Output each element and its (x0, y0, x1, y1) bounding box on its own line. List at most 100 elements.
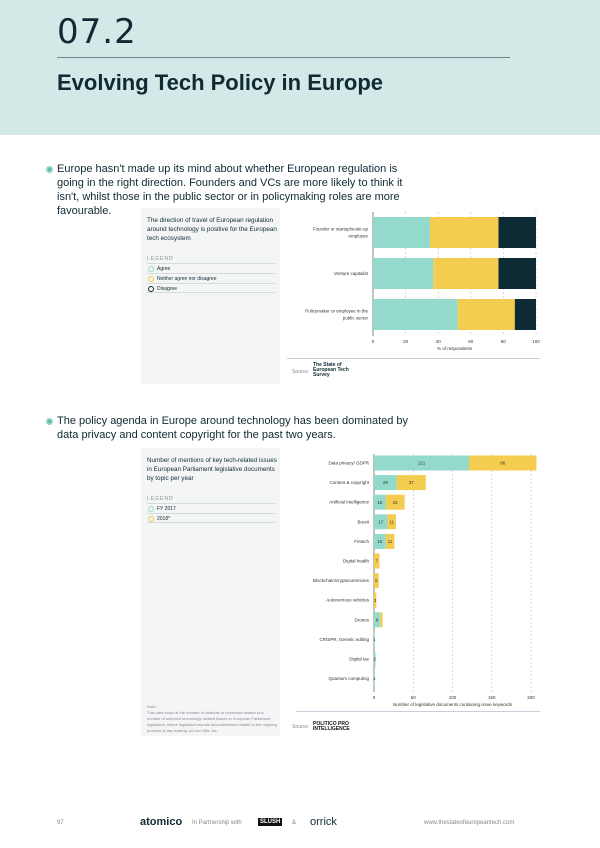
bar-segment (374, 612, 381, 628)
bar-segment (374, 651, 376, 667)
x-tick-label: 200 (527, 695, 535, 700)
divider (287, 358, 540, 359)
divider (296, 711, 540, 712)
legend-item-neutral: Neither agree nor disagree (147, 273, 275, 283)
bar-segment (374, 455, 469, 471)
bullet-icon (46, 166, 53, 173)
category-label: Content & copyright (329, 480, 369, 485)
bar-segment (374, 533, 386, 549)
data-label: 3 (374, 598, 377, 603)
category-label: Data privacy/ GDPR (328, 461, 369, 466)
source-logo: The State of European Tech Survey (313, 362, 349, 378)
x-tick-label: 40 (436, 339, 442, 344)
bar-segment (457, 299, 515, 330)
bar-segment (374, 573, 379, 589)
bar-segment (373, 258, 434, 289)
divider (57, 57, 510, 58)
x-tick-label: 80 (501, 339, 507, 344)
legend-dot-icon (148, 286, 154, 292)
category-label: Brexit (357, 519, 369, 524)
data-label: 86 (500, 461, 506, 466)
category-label: CRISPR, Genetic editing (319, 637, 369, 642)
legend-dot-icon (148, 516, 154, 522)
category-label: employee (348, 234, 368, 239)
orrick-logo: orrick (310, 816, 337, 828)
x-tick-label: 0 (373, 695, 376, 700)
data-label: 15 (377, 500, 383, 505)
x-tick-label: 0 (372, 339, 375, 344)
category-label: Founder or startup/scale-up (313, 227, 369, 232)
data-label: 121 (418, 461, 426, 466)
source-label: Source: (292, 369, 310, 375)
category-label: Artificial Intelligence (329, 500, 369, 505)
legend-label: Neither agree nor disagree (157, 276, 217, 282)
page-number: 97 (57, 820, 64, 826)
page-title: Evolving Tech Policy in Europe (57, 70, 383, 95)
ampersand: & (292, 820, 297, 826)
bar-segment (468, 455, 537, 471)
bar-segment (498, 258, 536, 289)
bar-segment (430, 217, 499, 248)
bar-segment (373, 217, 431, 248)
legend-item-2017: FY 2017 (147, 503, 275, 513)
x-tick-label: 50 (411, 695, 417, 700)
data-label: 24 (393, 500, 399, 505)
data-label: 37 (409, 480, 415, 485)
x-tick-label: 100 (449, 695, 457, 700)
x-tick-label: 60 (468, 339, 474, 344)
chart2-title: Number of mentions of key tech-related i… (147, 457, 277, 482)
legend-heading: LEGEND (147, 256, 174, 262)
note-label: Note: (147, 704, 157, 709)
x-tick-label: 100 (532, 339, 540, 344)
bullet-icon (46, 418, 53, 425)
chart1-panel: The direction of travel of European regu… (141, 208, 280, 384)
data-label: 15 (377, 539, 383, 544)
bar-segment (374, 553, 380, 569)
chart1-svg: 0 20 40 60 80 100 % of respondents Founder or s… (305, 212, 540, 351)
chart2-svg: 0 50 100 150 200 Number of legislative docume… (313, 454, 537, 707)
category-label: Digital tax (349, 657, 370, 662)
section-number: 07.2 (57, 12, 137, 52)
category-label: Venture capitalist (334, 271, 369, 276)
bar-segment (514, 299, 536, 330)
atomico-logo: atomico (140, 816, 183, 828)
x-axis-label: Number of legislative documents containi… (393, 702, 513, 707)
x-tick-label: 20 (403, 339, 409, 344)
category-label: Blockchain/cryptocurrencies (313, 578, 370, 583)
category-label: Autonomous vehicles (326, 598, 370, 603)
source-logo: POLITICO PRO INTELLIGENCE (313, 721, 350, 732)
legend-item-2018: 2018* (147, 513, 275, 523)
bar-segment (380, 612, 383, 628)
bar-segment (374, 494, 386, 510)
bar-segment (387, 514, 396, 530)
legend-label: 2018* (157, 516, 171, 522)
category-label: Quantum computing (328, 676, 369, 681)
legend-dot-icon (148, 266, 154, 272)
lead-text-2: The policy agenda in Europe around techn… (57, 415, 409, 441)
category-label: Policymaker or employee in the (305, 309, 368, 314)
data-label: 17 (378, 519, 384, 524)
x-axis-label: % of respondents (437, 346, 473, 351)
bar-segment (374, 514, 388, 530)
website-link[interactable]: www.thestateofeuropeantech.com (424, 820, 515, 826)
category-label: Fintech (354, 539, 369, 544)
legend-label: FY 2017 (157, 506, 176, 512)
partner-text: In Partnership with (192, 820, 242, 826)
data-label: 1 (373, 637, 376, 642)
x-tick-label: 150 (488, 695, 496, 700)
source-label: Source: (292, 724, 310, 730)
data-label: 2 (374, 657, 377, 662)
legend-dot-icon (148, 506, 154, 512)
legend-item-agree: Agree (147, 263, 275, 273)
bar-segment (396, 475, 426, 491)
slush-logo: SLUSH (258, 818, 283, 826)
data-label: 8 (376, 617, 379, 622)
chart1-title: The direction of travel of European regu… (147, 217, 277, 242)
bar-segment (385, 494, 405, 510)
chart2-panel: Number of mentions of key tech-related i… (141, 448, 280, 736)
category-label: Drones (354, 617, 369, 622)
bar-segment (373, 299, 458, 330)
data-label: 6 (375, 578, 378, 583)
bar-segment (385, 533, 395, 549)
data-label: 11 (389, 519, 394, 524)
